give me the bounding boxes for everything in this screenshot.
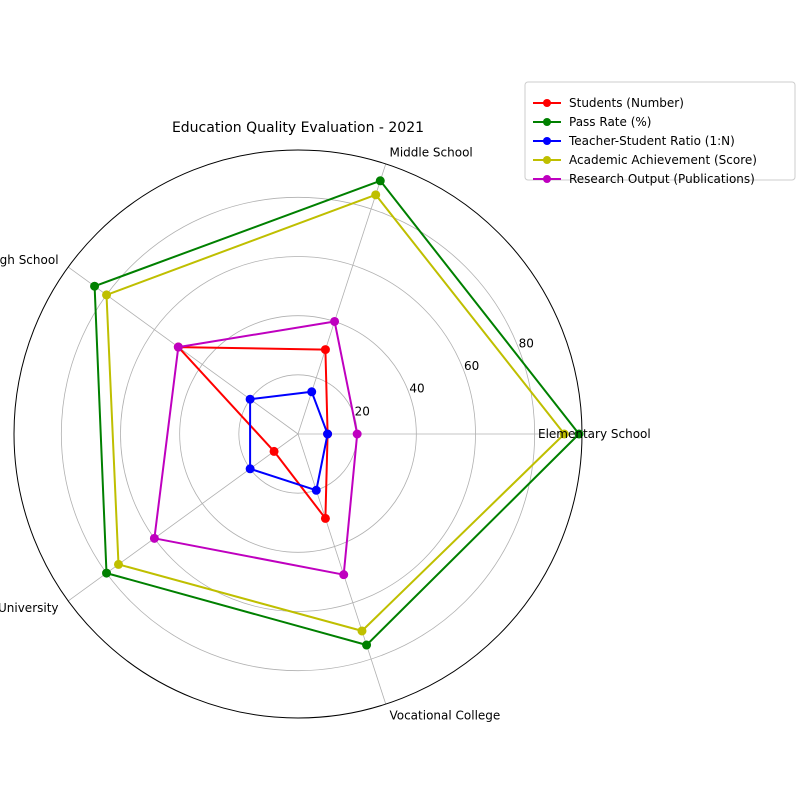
data-point: [311, 485, 321, 495]
circular-gridline: [179, 315, 417, 553]
category-label: University: [0, 601, 59, 615]
series-line: [177, 346, 329, 520]
data-point: [574, 429, 584, 439]
data-point: [102, 568, 112, 578]
legend-marker: [543, 175, 551, 183]
series-line: [153, 320, 359, 576]
data-point: [352, 429, 362, 439]
category-label: High School: [0, 253, 59, 267]
data-point: [113, 559, 123, 569]
data-point: [371, 190, 381, 200]
legend: Students (Number) Pass Rate (%) Teacher-St…: [524, 81, 796, 186]
radial-tick-label: 40: [409, 382, 424, 396]
data-point: [245, 394, 255, 404]
polar-grid: [13, 149, 583, 719]
circular-gridline: [60, 196, 536, 672]
data-point: [307, 387, 317, 397]
data-point: [320, 513, 330, 523]
series-group: [90, 176, 584, 650]
legend-frame: [524, 81, 796, 181]
chart-title: Education Quality Evaluation - 2021: [172, 120, 424, 136]
data-point: [245, 464, 255, 474]
radial-tick-label: 80: [519, 336, 534, 350]
data-point: [90, 281, 100, 291]
category-label: Middle School: [389, 145, 472, 159]
data-point: [320, 345, 330, 355]
data-point: [330, 316, 340, 326]
radial-tick-label: 60: [464, 359, 479, 373]
series-line: [249, 390, 329, 492]
data-point: [269, 446, 279, 456]
data-point: [149, 533, 159, 543]
data-point: [339, 570, 349, 580]
legend-label: Academic Achievement (Score): [569, 153, 757, 167]
legend-label: Teacher-Student Ratio (1:N): [568, 134, 735, 148]
data-point: [375, 176, 385, 186]
data-point: [357, 626, 367, 636]
radial-tick-label: 20: [355, 404, 370, 418]
circular-gridline: [120, 256, 476, 612]
data-point: [323, 429, 333, 439]
data-point: [362, 640, 372, 650]
data-point: [559, 429, 569, 439]
legend-marker: [543, 118, 551, 126]
legend-marker: [543, 156, 551, 164]
category-label: Vocational College: [389, 709, 500, 723]
legend-marker: [543, 99, 551, 107]
axis-labels: Elementary School Middle School High Schoo…: [0, 145, 651, 722]
category-label: Elementary School: [538, 427, 651, 441]
legend-label: Research Output (Publications): [569, 172, 755, 186]
data-point: [102, 290, 112, 300]
legend-label: Students (Number): [569, 96, 684, 110]
series-line: [93, 179, 580, 646]
legend-marker: [543, 137, 551, 145]
legend-label: Pass Rate (%): [569, 115, 651, 129]
series-line: [105, 193, 566, 632]
data-point: [173, 342, 183, 352]
radial-gridline: [68, 266, 299, 435]
